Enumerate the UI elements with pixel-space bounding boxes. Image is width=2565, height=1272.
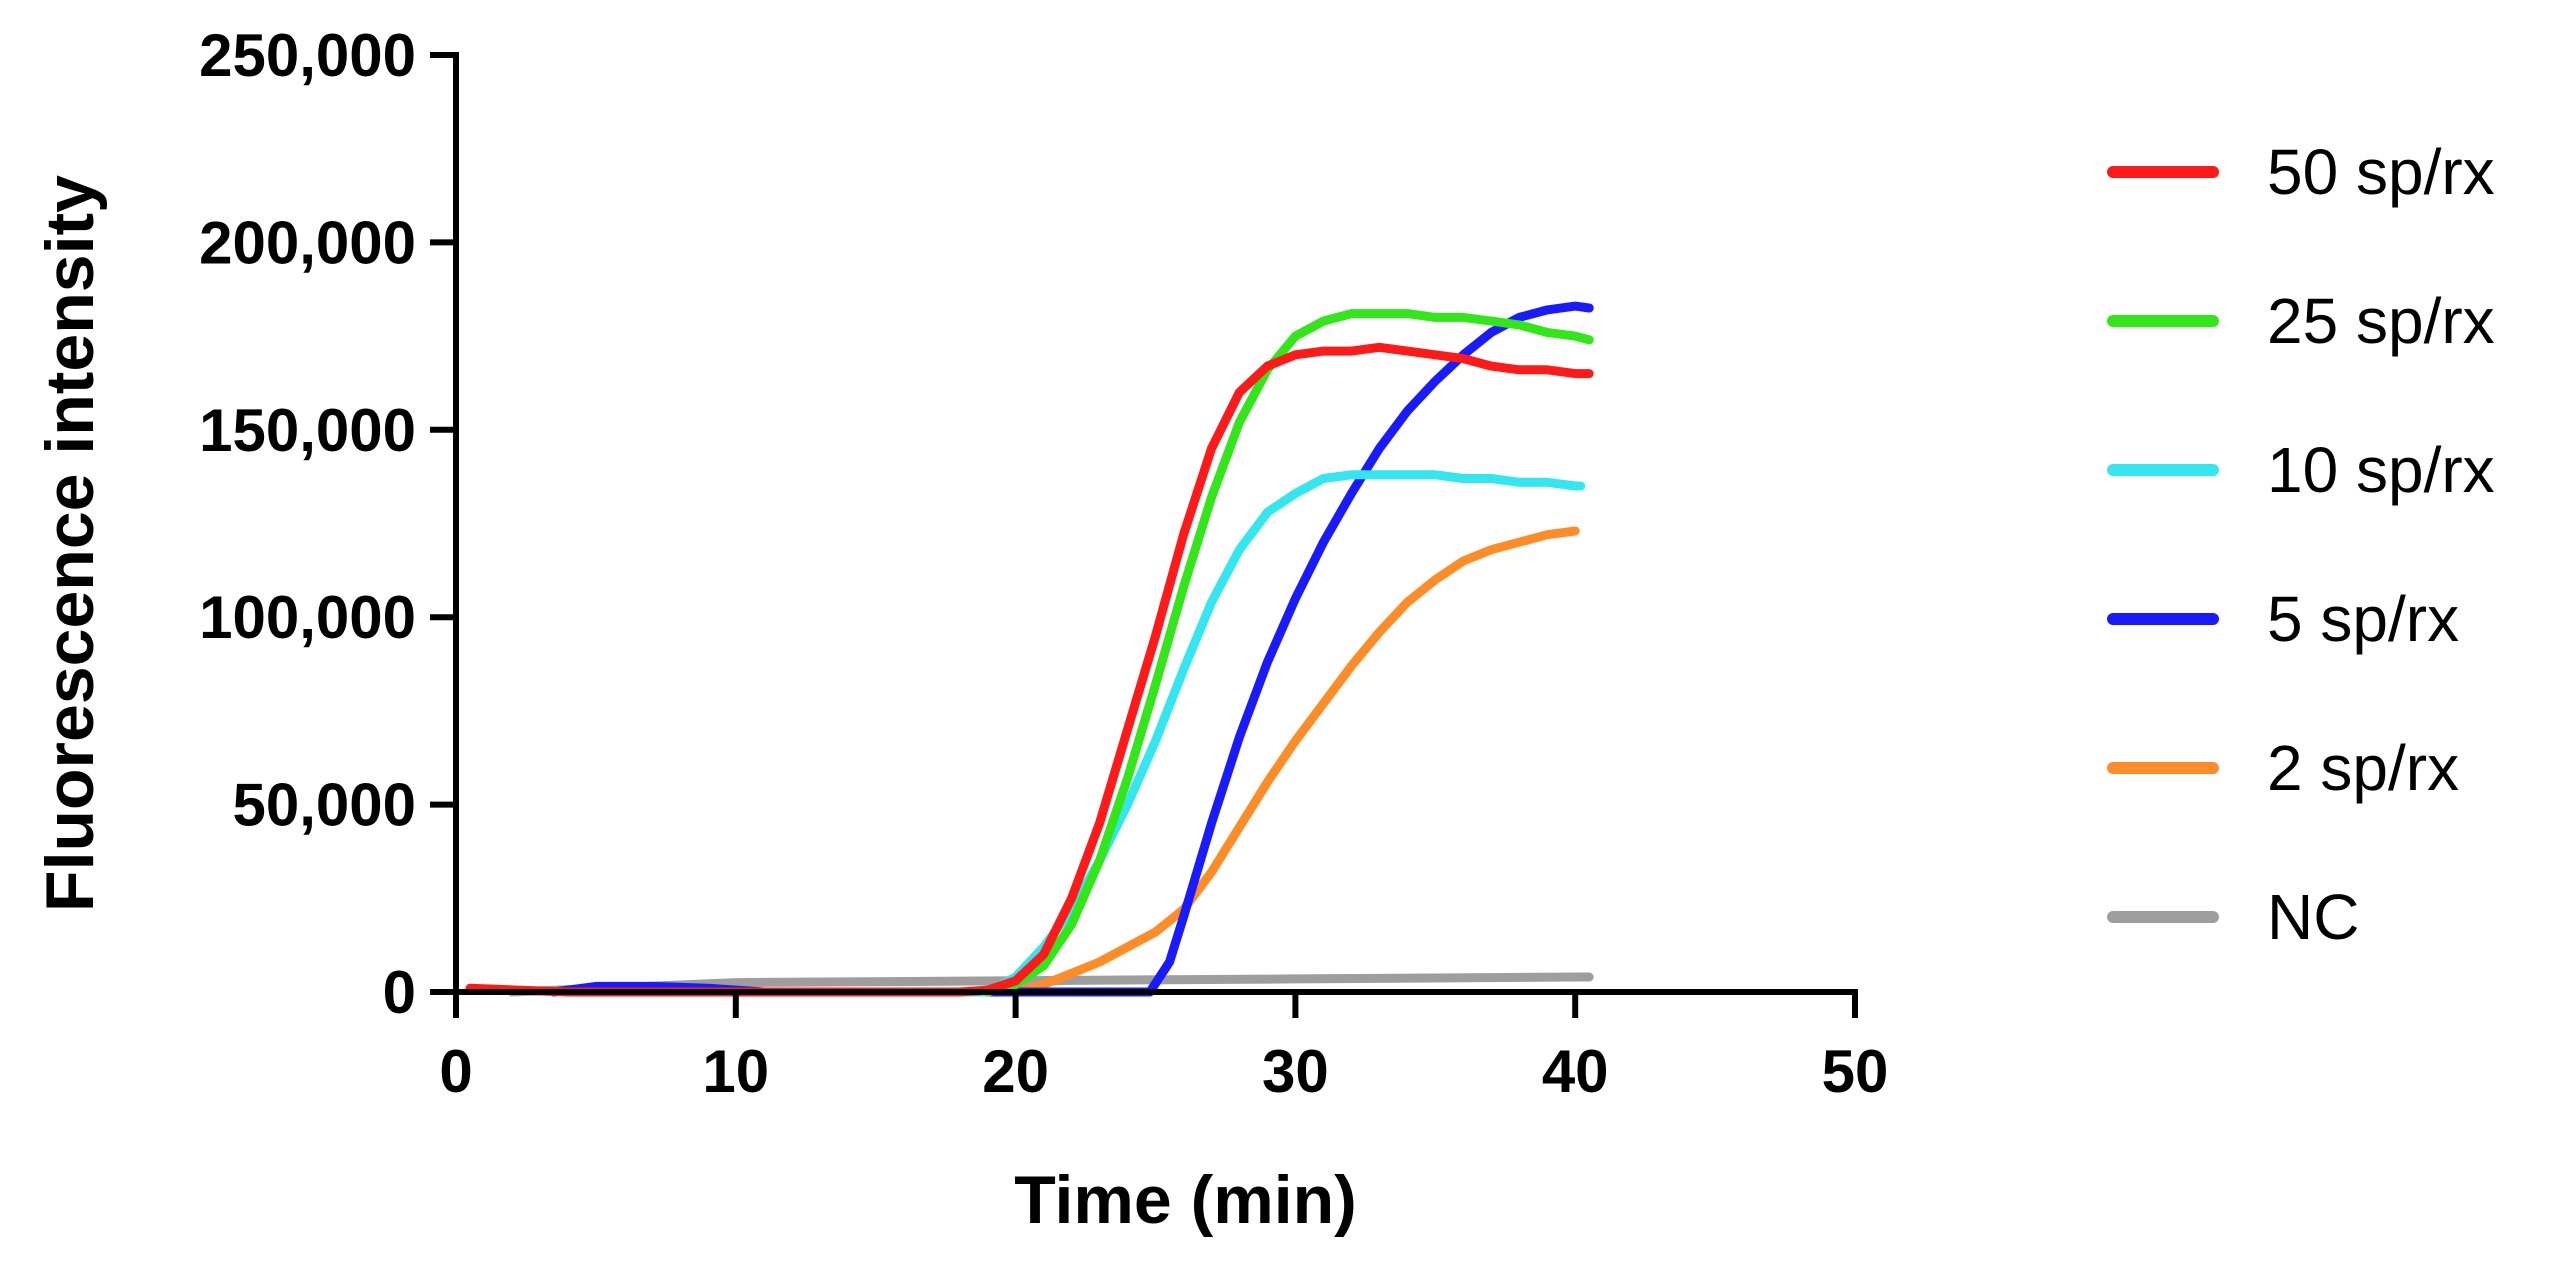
x-tick-label: 0: [439, 1038, 472, 1105]
legend-item: 50 sp/rx: [2107, 136, 2495, 208]
x-tick-label: 30: [1262, 1038, 1329, 1105]
legend-item: 2 sp/rx: [2107, 732, 2459, 804]
legend-label: 25 sp/rx: [2267, 285, 2495, 357]
y-axis-title: Fluorescence intensity: [32, 175, 108, 912]
legend-label: NC: [2267, 881, 2359, 953]
x-axis-title: Time (min): [1014, 1162, 1357, 1238]
y-tick-label: 50,000: [232, 772, 416, 839]
y-tick-label: 200,000: [199, 209, 416, 276]
x-tick-label: 40: [1542, 1038, 1609, 1105]
y-tick-label: 100,000: [199, 584, 416, 651]
x-tick-label: 50: [1822, 1038, 1889, 1105]
legend-item: 10 sp/rx: [2107, 434, 2495, 506]
x-axis-ticks: 0 10 20 30 40 50: [439, 992, 1888, 1105]
x-tick-label: 10: [702, 1038, 769, 1105]
plot-area: 0 10 20 30 40 50 0 50,000 100,000 150,000 200,000…: [199, 22, 1888, 1105]
legend-item: 5 sp/rx: [2107, 583, 2459, 655]
y-tick-label: 0: [383, 959, 416, 1026]
y-tick-label: 250,000: [199, 22, 416, 89]
legend-item: NC: [2107, 881, 2359, 953]
series-lines: [465, 301, 1594, 997]
y-tick-label: 150,000: [199, 397, 416, 464]
series-line-1: [465, 342, 1594, 997]
x-tick-label: 20: [982, 1038, 1049, 1105]
legend-item: 25 sp/rx: [2107, 285, 2495, 357]
y-axis-ticks: 0 50,000 100,000 150,000 200,000 250,000: [199, 22, 456, 1026]
legend-label: 10 sp/rx: [2267, 434, 2495, 506]
legend: 50 sp/rx 25 sp/rx 10 sp/rx 5 sp/rx 2 sp/rx NC: [2107, 136, 2495, 953]
legend-label: 2 sp/rx: [2267, 732, 2459, 804]
series-line-5: [1011, 526, 1580, 997]
series-line-2: [983, 309, 1594, 997]
legend-label: 50 sp/rx: [2267, 136, 2495, 208]
legend-label: 5 sp/rx: [2267, 583, 2459, 655]
